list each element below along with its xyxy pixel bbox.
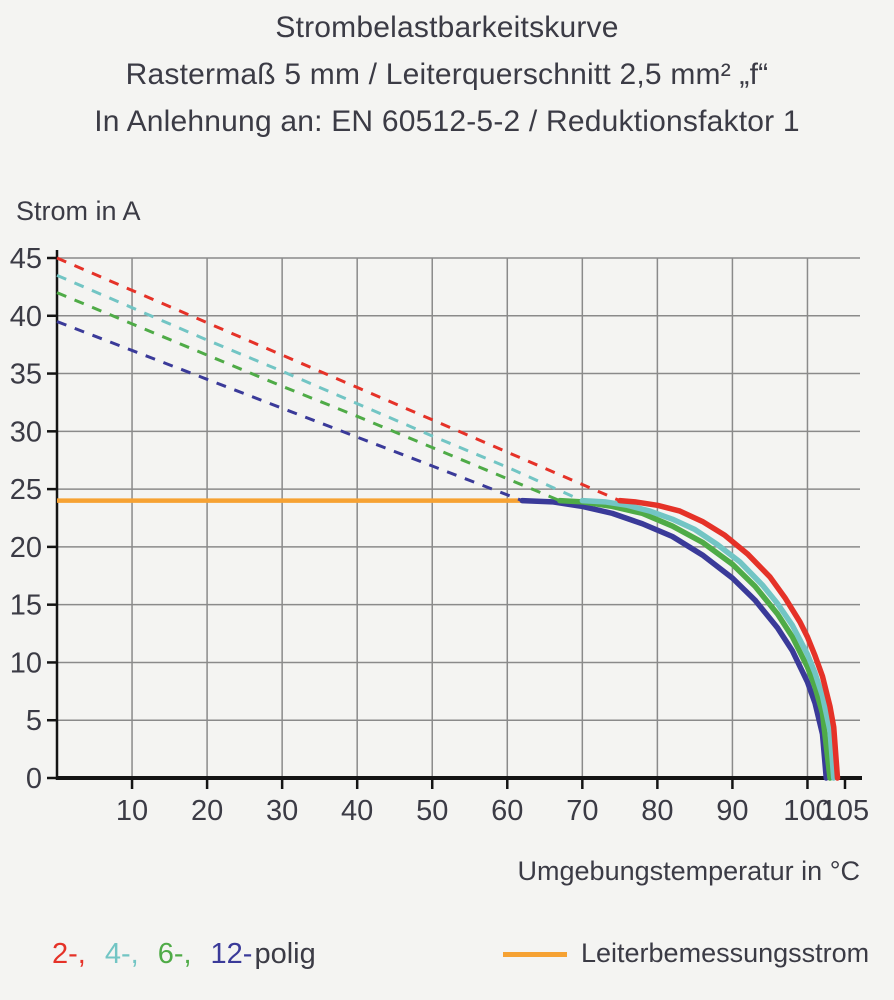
legend-pole-item: 4-, [104, 938, 139, 970]
legend-polig-suffix: polig [254, 938, 316, 970]
y-tick-label: 10 [10, 647, 42, 679]
legend-pole-item: 2-, [52, 938, 86, 970]
legend-rated-current: Leiterbemessungsstrom [503, 938, 869, 969]
y-axis-label: Strom in A [16, 196, 141, 226]
y-tick-label: 15 [10, 590, 42, 622]
chart-title-block: Strombelastbarkeitskurve Rastermaß 5 mm … [0, 4, 894, 145]
y-tick-label: 45 [10, 243, 42, 275]
x-tick-label: 80 [641, 795, 673, 827]
series-dashed-2-polig [56, 256, 621, 503]
y-tick-label: 0 [26, 763, 42, 795]
y-tick-label: 40 [10, 301, 42, 333]
x-tick-label: 100 [783, 795, 831, 827]
series-dashed-12-polig [56, 320, 523, 503]
chart-title-line-1: Strombelastbarkeitskurve [275, 11, 619, 44]
legend-pole-item: 12- [210, 938, 253, 970]
legend-pole-counts: 2-, 4-, 6-, 12- polig [52, 938, 316, 971]
rated-current-label: Leiterbemessungsstrom [581, 938, 870, 968]
series-dashed-4-polig [56, 273, 583, 503]
x-tick-label: 60 [491, 795, 523, 827]
x-axis-label: Umgebungstemperatur in °C [517, 856, 860, 886]
series-solid-6-polig [557, 497, 833, 781]
legend-pole-items: 2-, 4-, 6-, 12- [52, 938, 254, 971]
x-tick-label: 20 [191, 795, 223, 827]
y-tick-label: 5 [26, 705, 42, 737]
y-tick-label: 25 [10, 474, 42, 506]
chart-title-line-3: In Anlehnung an: EN 60512-5-2 / Reduktio… [94, 105, 800, 138]
series-solid-4-polig [579, 497, 837, 781]
x-tick-label: 105 [821, 795, 869, 827]
rated-current-swatch [503, 952, 567, 957]
x-tick-label: 40 [341, 795, 373, 827]
y-tick-label: 35 [10, 359, 42, 391]
x-tick-label: 90 [716, 795, 748, 827]
x-tick-label: 30 [266, 795, 298, 827]
legend: 2-, 4-, 6-, 12- polig Leiterbemessungsstrom [0, 938, 894, 982]
legend-pole-item: 6-, [157, 938, 192, 970]
chart-title-line-2: Rastermaß 5 mm / Leiterquerschnitt 2,5 m… [125, 58, 769, 91]
series-solid-12-polig [519, 497, 829, 781]
x-tick-label: 70 [566, 795, 598, 827]
x-tick-label: 10 [116, 795, 148, 827]
y-tick-label: 30 [10, 416, 42, 448]
y-tick-label: 20 [10, 532, 42, 564]
series-solid-2-polig [617, 497, 841, 781]
x-tick-label: 50 [416, 795, 448, 827]
